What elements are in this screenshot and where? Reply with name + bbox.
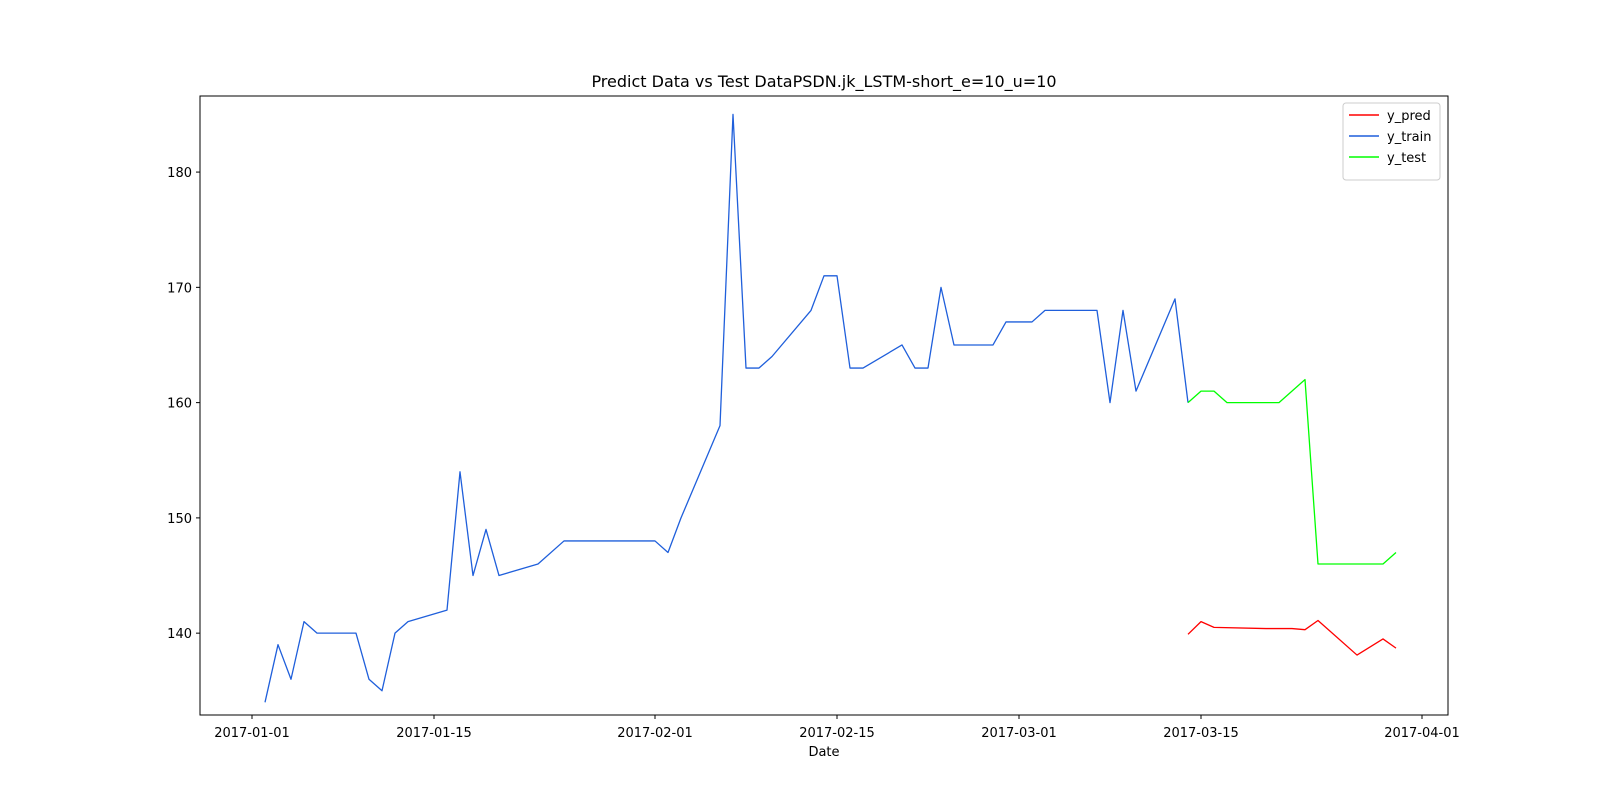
y-tick-label: 170 <box>167 281 192 296</box>
legend-label-y_train: y_train <box>1387 130 1431 145</box>
x-tick-label: 2017-03-15 <box>1163 726 1239 741</box>
series-layer <box>264 113 1397 703</box>
legend: y_pred y_train y_test <box>1342 102 1441 181</box>
plot-frame <box>199 95 1449 716</box>
legend-label-y_pred: y_pred <box>1387 109 1431 124</box>
x-tick-label: 2017-02-15 <box>799 726 875 741</box>
x-tick-label: 2017-01-15 <box>396 726 472 741</box>
y-tick-label: 160 <box>167 397 192 412</box>
chart-title: Predict Data vs Test DataPSDN.jk_LSTM-sh… <box>591 72 1056 92</box>
x-axis-label: Date <box>808 745 839 760</box>
x-tick-label: 2017-04-01 <box>1384 726 1460 741</box>
x-axis: 2017-01-01 2017-01-15 2017-02-01 2017-02-15… <box>214 715 1460 741</box>
x-tick-label: 2017-01-01 <box>214 726 290 741</box>
y-tick-label: 140 <box>167 627 192 642</box>
series-line-y_pred <box>1187 619 1397 656</box>
y-axis: 140 150 160 170 180 <box>167 166 200 642</box>
series-line-y_test <box>1187 378 1397 565</box>
legend-box <box>1342 102 1441 181</box>
x-tick-label: 2017-03-01 <box>981 726 1057 741</box>
x-tick-label: 2017-02-01 <box>617 726 693 741</box>
y-tick-label: 180 <box>167 166 192 181</box>
legend-label-y_test: y_test <box>1387 151 1426 166</box>
y-tick-label: 150 <box>167 512 192 527</box>
series-line-y_train <box>264 113 1189 703</box>
